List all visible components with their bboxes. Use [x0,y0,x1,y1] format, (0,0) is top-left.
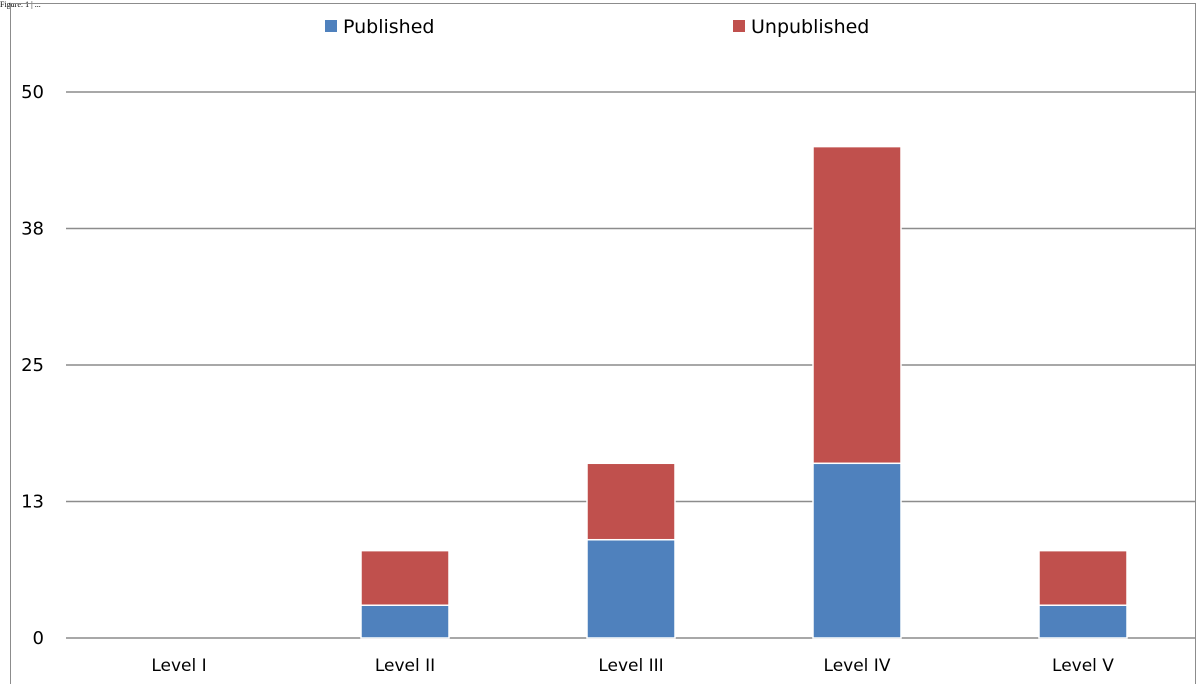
legend-label: Published [343,16,434,38]
y-tick-label: 25 [21,355,44,376]
x-category-label: Level II [375,656,435,676]
figure-caption-fragment: Figure: 1 | ... [0,0,41,9]
y-tick-label: 38 [21,219,44,240]
bar-published-level-v [1038,604,1128,639]
bar-published-level-iv [812,462,902,639]
bar-published-level-ii [360,604,450,639]
gridlines [66,91,1196,639]
bar-unpublished-level-v [1038,549,1128,606]
legend: Published Unpublished [325,16,869,38]
y-tick-label: 13 [21,492,44,513]
y-axis-ticks: 0 13 25 38 50 [21,82,44,649]
bar-unpublished-level-iii [586,462,676,541]
chart-frame [10,3,1196,684]
y-tick-label: 50 [21,82,44,103]
legend-swatch [733,20,745,32]
x-category-label: Level IV [824,656,891,676]
legend-label: Unpublished [751,16,869,38]
x-category-label: Level V [1052,656,1114,676]
legend-swatch [325,20,337,32]
x-axis-categories: Level I Level II Level III Level IV Level V [151,656,1114,676]
bar-unpublished-level-ii [360,549,450,606]
bar-unpublished-level-iv [812,145,902,465]
bar-published-level-iii [586,538,676,639]
x-category-label: Level III [598,656,663,676]
x-category-label: Level I [151,656,206,676]
y-tick-label: 0 [33,628,44,649]
bars [360,145,1128,639]
